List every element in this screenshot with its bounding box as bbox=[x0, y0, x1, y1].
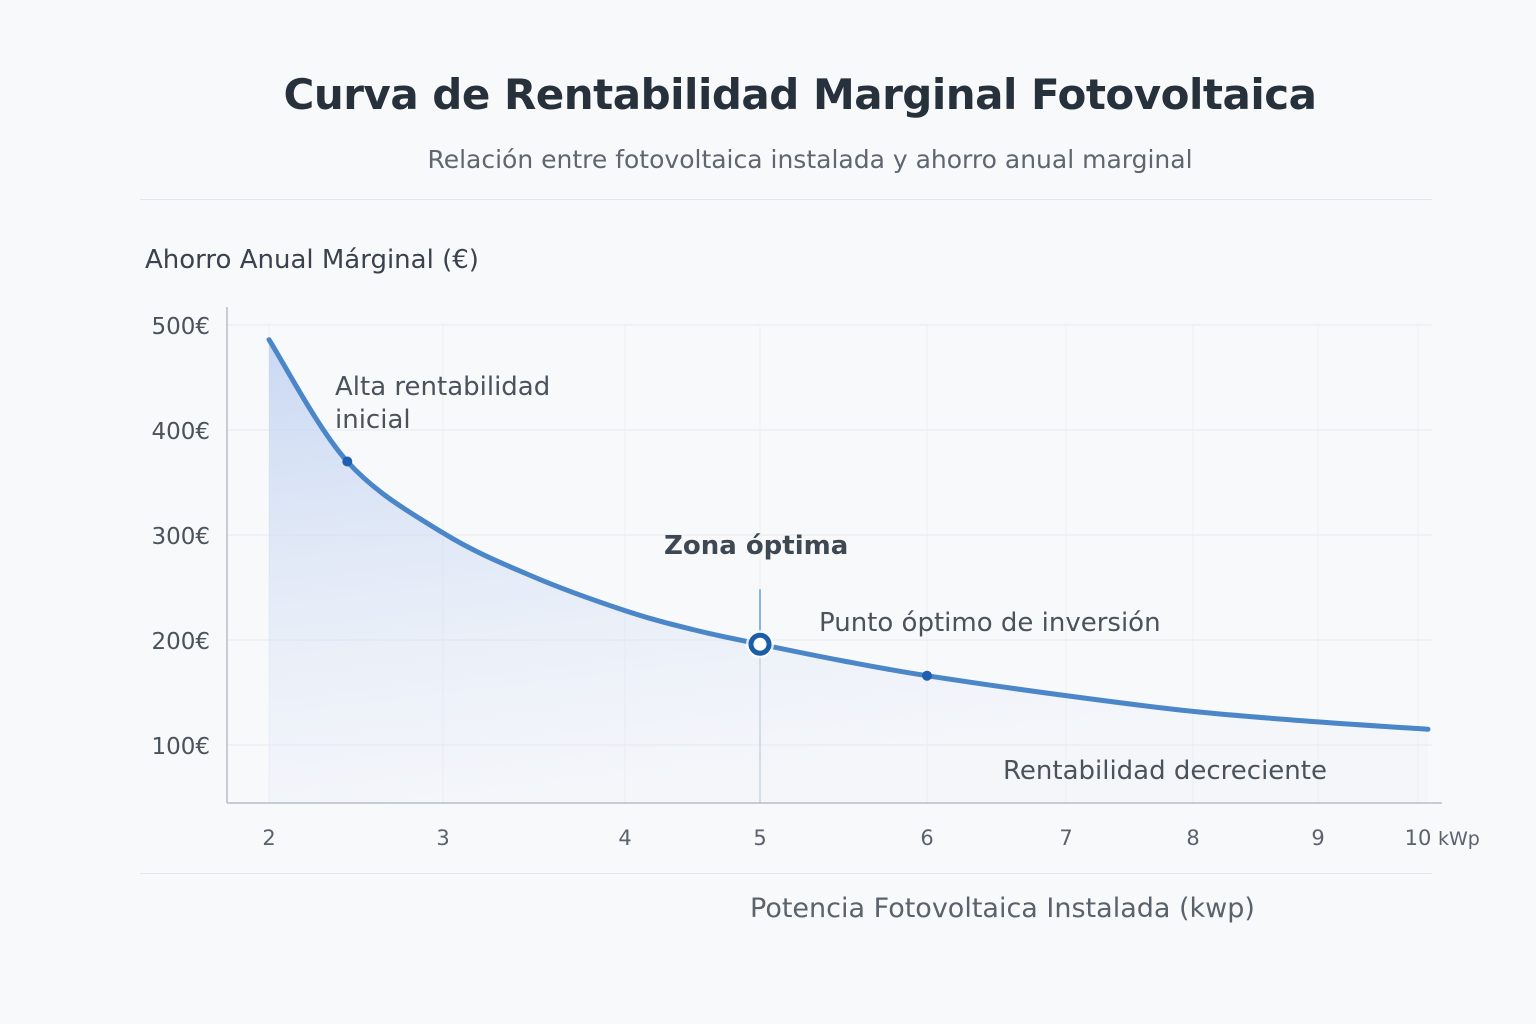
x-tick-label: 9 bbox=[1311, 826, 1324, 850]
y-axis-label: Ahorro Anual Márginal (€) bbox=[145, 245, 479, 275]
x-tick-label: 2 bbox=[262, 826, 275, 850]
annotation-high-line2: inicial bbox=[335, 405, 411, 435]
annotation-optimum-point: Punto óptimo de inversión bbox=[819, 608, 1161, 638]
x-tick-label: 3 bbox=[436, 826, 449, 850]
x-unit-label: kWp bbox=[1438, 828, 1480, 850]
y-tick-label: 500€ bbox=[151, 314, 210, 340]
footer-divider bbox=[140, 873, 1432, 874]
optimum-point-marker[interactable] bbox=[748, 632, 772, 656]
y-tick-label: 300€ bbox=[151, 524, 210, 550]
annotation-optimal-zone: Zona óptima bbox=[664, 531, 848, 561]
x-tick-label: 6 bbox=[920, 826, 933, 850]
x-tick-label: 8 bbox=[1186, 826, 1199, 850]
data-point-marker bbox=[342, 456, 353, 467]
chart-title: Curva de Rentabilidad Marginal Fotovolta… bbox=[283, 70, 1317, 119]
y-tick-label: 100€ bbox=[151, 734, 210, 760]
x-axis-label: Potencia Fotovoltaica Instalada (kwp) bbox=[750, 893, 1255, 924]
x-tick-label: 7 bbox=[1059, 826, 1072, 850]
annotation-high-line1: Alta rentabilidad bbox=[335, 372, 550, 402]
y-tick-label: 400€ bbox=[151, 419, 210, 445]
area-fill bbox=[269, 339, 1428, 803]
chart-subtitle: Relación entre fotovoltaica instalada y … bbox=[427, 145, 1193, 174]
y-tick-label: 200€ bbox=[151, 629, 210, 655]
data-point-marker bbox=[922, 670, 932, 681]
annotation-decreasing: Rentabilidad decreciente bbox=[1003, 756, 1327, 786]
x-tick-label: 10 bbox=[1405, 826, 1432, 850]
x-tick-label: 5 bbox=[753, 826, 766, 850]
header-divider bbox=[140, 199, 1432, 200]
x-tick-label: 4 bbox=[618, 826, 631, 850]
